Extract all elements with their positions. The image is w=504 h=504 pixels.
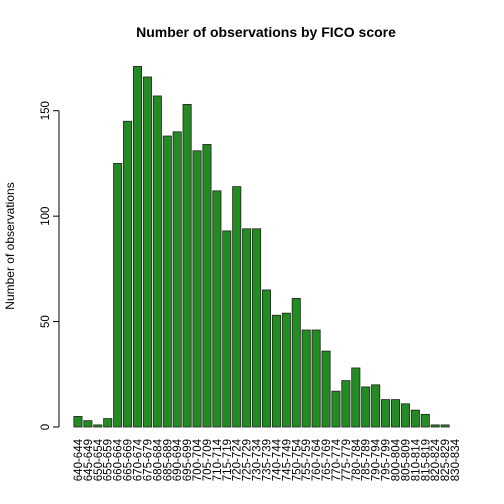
x-tick-label: 820-824 [430, 438, 442, 481]
bar-705-709 [202, 144, 212, 428]
bar-800-804 [390, 399, 401, 428]
x-tick-label: 725-729 [242, 439, 254, 481]
y-tick-label: 100 [40, 207, 52, 226]
bar-785-789 [361, 386, 371, 428]
bar-825-829 [440, 424, 450, 428]
x-tick-label: 755-759 [301, 439, 313, 481]
bar-715-719 [222, 230, 232, 428]
x-tick-label: 750-754 [291, 438, 303, 481]
bars [73, 66, 450, 428]
x-tick-label: 665-669 [123, 439, 135, 481]
x-tick-label: 765-769 [321, 439, 333, 481]
x-tick-label: 760-764 [311, 438, 323, 481]
bar-710-714 [212, 190, 222, 428]
bar-750-754 [291, 297, 301, 428]
bar-640-644 [73, 416, 83, 428]
x-tick-label: 790-794 [371, 438, 383, 481]
bar-765-769 [321, 350, 331, 428]
bar-650-654 [93, 424, 103, 428]
bar-665-669 [123, 120, 133, 428]
bar-745-749 [281, 312, 291, 428]
x-tick-label: 735-739 [262, 439, 274, 481]
x-tick-label: 815-819 [420, 439, 432, 481]
bar-680-684 [152, 95, 162, 428]
x-tick-label: 780-784 [351, 438, 363, 481]
y-tick-label: 150 [40, 101, 52, 120]
x-tick-label: 700-704 [192, 438, 204, 481]
bar-740-744 [271, 314, 281, 428]
x-tick-label: 640-644 [73, 438, 85, 481]
bar-760-764 [311, 329, 321, 428]
bar-755-759 [301, 329, 311, 428]
bar-735-739 [261, 289, 272, 428]
x-tick-label: 720-724 [232, 438, 244, 481]
x-tick-labels: 640-644645-649650-654655-659660-664665-6… [73, 438, 462, 481]
bar-780-784 [351, 367, 361, 428]
bar-670-674 [132, 66, 143, 428]
bar-720-724 [232, 186, 242, 428]
bar-700-704 [192, 150, 202, 428]
x-tick-label: 740-744 [271, 438, 283, 481]
x-tick-label: 830-834 [450, 438, 462, 481]
bar-725-729 [242, 228, 252, 428]
chart-title: Number of observations by FICO score [136, 24, 396, 40]
bar-655-659 [103, 418, 113, 428]
x-tick-label: 785-789 [361, 439, 373, 481]
x-tick-label: 685-689 [162, 439, 174, 481]
bar-790-794 [371, 384, 381, 428]
bar-810-814 [410, 409, 420, 428]
x-tick-label: 710-714 [212, 438, 224, 481]
y-axis-label: Number of observations [3, 182, 17, 309]
x-tick-label: 800-804 [391, 438, 403, 481]
x-tick-label: 745-749 [281, 439, 293, 481]
x-tick-label: 775-779 [341, 439, 353, 481]
bar-820-824 [430, 424, 440, 428]
x-tick-label: 810-814 [410, 438, 422, 481]
x-tick-label: 645-649 [83, 439, 95, 481]
x-tick-label: 690-694 [172, 438, 184, 481]
bar-775-779 [341, 380, 351, 428]
bar-660-664 [113, 163, 123, 428]
x-tick-label: 675-679 [142, 439, 154, 481]
x-tick-label: 695-699 [182, 439, 194, 481]
bar-805-809 [400, 403, 410, 428]
x-tick-label: 680-684 [152, 438, 164, 481]
y-tick-label: 50 [40, 315, 52, 328]
bar-795-799 [381, 399, 391, 428]
x-tick-label: 715-719 [222, 439, 234, 481]
x-tick-label: 730-734 [252, 438, 264, 481]
x-tick-label: 825-829 [440, 439, 452, 481]
y-axis: 0 50 100 150 [40, 101, 60, 430]
x-tick-label: 650-654 [93, 438, 105, 481]
x-tick-label: 770-774 [331, 438, 343, 481]
bar-695-699 [182, 103, 192, 428]
bar-685-689 [162, 135, 172, 428]
x-tick-label: 795-799 [381, 439, 393, 481]
bar-645-649 [83, 420, 93, 428]
bar-675-679 [142, 76, 152, 428]
x-tick-label: 660-664 [113, 438, 125, 481]
y-tick-label: 0 [40, 424, 52, 430]
bar-770-774 [331, 390, 341, 428]
x-tick-label: 655-659 [103, 439, 115, 481]
bar-690-694 [172, 131, 182, 428]
bar-730-734 [252, 228, 262, 428]
x-tick-label: 670-674 [133, 438, 145, 481]
bar-815-819 [420, 413, 430, 428]
x-tick-label: 705-709 [202, 439, 214, 481]
x-tick-label: 805-809 [400, 439, 412, 481]
